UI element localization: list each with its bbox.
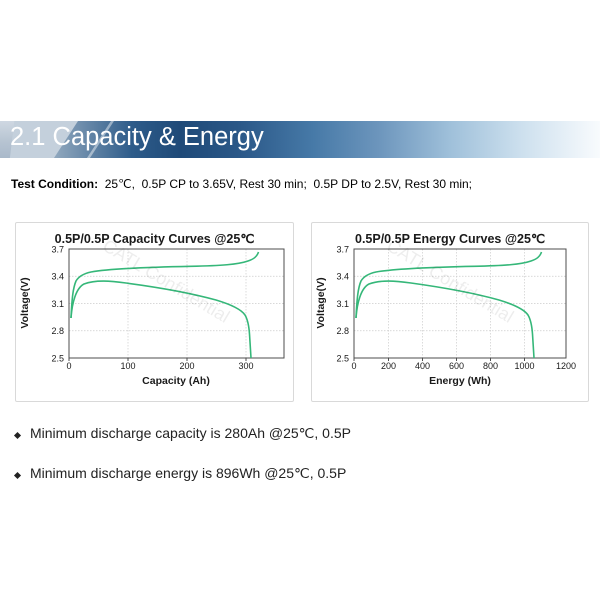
svg-text:200: 200 [179, 361, 194, 371]
svg-text:3.4: 3.4 [51, 272, 64, 282]
svg-text:Voltage(V): Voltage(V) [19, 277, 31, 328]
svg-text:3.7: 3.7 [51, 245, 64, 255]
svg-text:2.5: 2.5 [51, 354, 64, 364]
svg-text:2.8: 2.8 [336, 326, 349, 336]
svg-text:300: 300 [238, 361, 253, 371]
svg-text:3.7: 3.7 [336, 245, 349, 255]
svg-text:Voltage(V): Voltage(V) [315, 277, 327, 328]
svg-text:1200: 1200 [556, 361, 576, 371]
svg-text:0: 0 [351, 361, 356, 371]
svg-text:200: 200 [381, 361, 396, 371]
svg-text:400: 400 [415, 361, 430, 371]
svg-text:3.1: 3.1 [51, 299, 64, 309]
svg-text:800: 800 [483, 361, 498, 371]
svg-text:1000: 1000 [514, 361, 534, 371]
svg-text:Capacity (Ah): Capacity (Ah) [142, 375, 210, 387]
svg-text:2.8: 2.8 [51, 326, 64, 336]
svg-text:100: 100 [120, 361, 135, 371]
svg-text:3.4: 3.4 [336, 272, 349, 282]
svg-text:0: 0 [66, 361, 71, 371]
svg-text:2.5: 2.5 [336, 354, 349, 364]
svg-text:600: 600 [449, 361, 464, 371]
svg-text:Energy (Wh): Energy (Wh) [429, 375, 491, 387]
svg-text:3.1: 3.1 [336, 299, 349, 309]
